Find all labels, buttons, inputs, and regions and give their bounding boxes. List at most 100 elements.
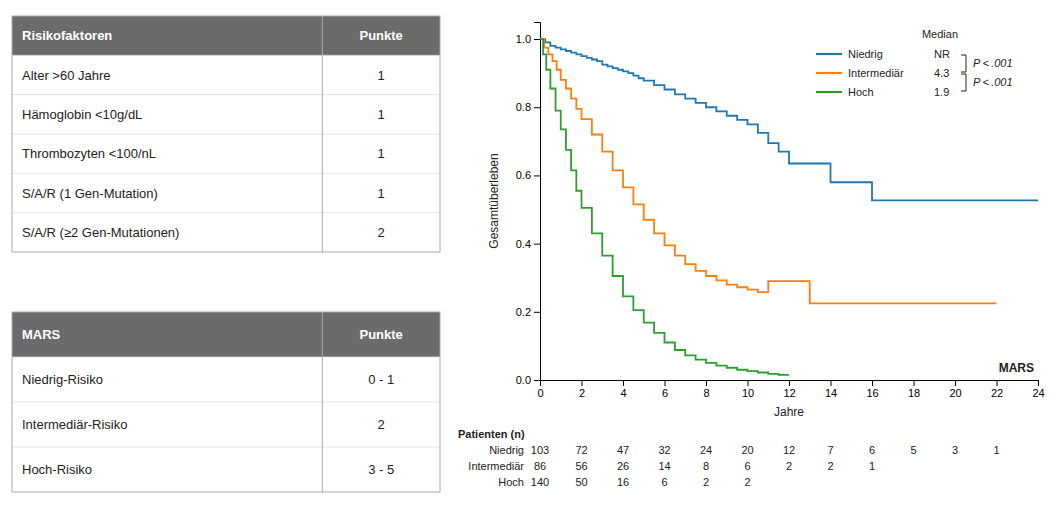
table-cell: Hoch-Risiko bbox=[22, 462, 92, 477]
risk-table-row-label: Niedrig bbox=[489, 444, 524, 456]
table-row-separator bbox=[12, 402, 440, 403]
risk-table-count: 2 bbox=[786, 460, 792, 472]
table-header: Punkte bbox=[359, 28, 402, 43]
table-row-separator bbox=[12, 94, 440, 95]
x-tick-mark bbox=[997, 380, 998, 386]
table-row-separator bbox=[12, 55, 440, 56]
risk-table-count: 6 bbox=[661, 476, 667, 488]
table-row-separator bbox=[12, 134, 440, 135]
legend-swatch bbox=[816, 91, 842, 93]
x-tick-mark bbox=[582, 380, 583, 386]
risk-table-count: 32 bbox=[658, 444, 670, 456]
series-group bbox=[540, 39, 1038, 375]
pvalue-bracket bbox=[961, 74, 966, 91]
x-tick-mark bbox=[1038, 380, 1039, 386]
table-header: MARS bbox=[22, 327, 61, 342]
y-axis-line bbox=[534, 23, 541, 381]
risk-table-count: 5 bbox=[910, 444, 916, 456]
risk-table-count: 26 bbox=[617, 460, 629, 472]
x-tick: 2 bbox=[579, 380, 585, 399]
y-tick-mark bbox=[534, 380, 540, 381]
x-tick: 24 bbox=[1032, 380, 1044, 399]
y-tick: 0.8 bbox=[516, 101, 540, 113]
table-cell: S/A/R (1 Gen-Mutation) bbox=[22, 186, 158, 201]
y-tick: 0.6 bbox=[516, 169, 540, 181]
risk-table-count: 1 bbox=[869, 460, 875, 472]
table-cell: S/A/R (≥2 Gen-Mutationen) bbox=[22, 225, 179, 240]
x-tick: 6 bbox=[662, 380, 668, 399]
legend-swatch bbox=[816, 53, 842, 55]
table-cell: 1 bbox=[378, 68, 385, 83]
x-tick: 10 bbox=[742, 380, 754, 399]
risk-table-count: 140 bbox=[531, 476, 549, 488]
table-cell: 1 bbox=[378, 146, 385, 161]
y-tick-mark bbox=[534, 39, 540, 40]
risk-table-count: 24 bbox=[700, 444, 712, 456]
table-cell: Intermediär-Risiko bbox=[22, 417, 127, 432]
legend-median: NR bbox=[934, 48, 950, 60]
x-tick-label: 18 bbox=[908, 387, 920, 399]
x-tick: 12 bbox=[783, 380, 795, 399]
risk-table-count: 72 bbox=[575, 444, 587, 456]
risk-table-count: 50 bbox=[575, 476, 587, 488]
x-tick-label: 0 bbox=[537, 387, 543, 399]
risk-table-count: 103 bbox=[531, 444, 549, 456]
x-axis: 024681012141618202224 bbox=[537, 380, 1044, 399]
legend-swatch bbox=[816, 72, 842, 74]
risk-table-count: 2 bbox=[703, 476, 709, 488]
table-cell: 3 - 5 bbox=[368, 462, 394, 477]
table-cell: 1 bbox=[378, 107, 385, 122]
x-tick: 16 bbox=[866, 380, 878, 399]
x-tick: 8 bbox=[703, 380, 709, 399]
table-cell: 2 bbox=[378, 225, 385, 240]
legend-label: Intermediär bbox=[848, 67, 904, 79]
table-cell: 0 - 1 bbox=[368, 372, 394, 387]
x-tick-mark bbox=[914, 380, 915, 386]
x-tick-mark bbox=[706, 380, 707, 386]
table-cell: Alter >60 Jahre bbox=[22, 68, 111, 83]
risk-table-count: 56 bbox=[575, 460, 587, 472]
y-axis: 0.00.20.40.60.81.0 bbox=[516, 23, 541, 387]
x-tick-mark bbox=[789, 380, 790, 386]
x-tick: 20 bbox=[949, 380, 961, 399]
x-tick-label: 12 bbox=[783, 387, 795, 399]
risk-table-row-label: Intermediär bbox=[468, 460, 524, 472]
x-tick-label: 6 bbox=[662, 387, 668, 399]
x-tick-mark bbox=[665, 380, 666, 386]
x-tick: 14 bbox=[825, 380, 837, 399]
risk-table-count: 3 bbox=[952, 444, 958, 456]
y-tick-label: 0.2 bbox=[516, 306, 531, 318]
x-tick-label: 20 bbox=[949, 387, 961, 399]
pvalue-bracket bbox=[961, 55, 966, 72]
risk-table-count: 2 bbox=[827, 460, 833, 472]
legend: MedianNiedrigNRIntermediär4.3Hoch1.9P < … bbox=[816, 28, 1013, 98]
legend-median: 4.3 bbox=[934, 67, 949, 79]
table-cell: 1 bbox=[378, 186, 385, 201]
x-tick-label: 2 bbox=[579, 387, 585, 399]
pvalue-label: P < .001 bbox=[973, 57, 1013, 69]
x-tick-mark bbox=[748, 380, 749, 386]
risk-table-count: 20 bbox=[741, 444, 753, 456]
survival-curve bbox=[540, 39, 997, 303]
legend-median: 1.9 bbox=[934, 86, 949, 98]
risk-table-count: 1 bbox=[993, 444, 999, 456]
x-tick: 0 bbox=[537, 380, 543, 399]
table: RisikofaktorenPunkteAlter >60 Jahre1Hämo… bbox=[12, 16, 440, 252]
y-tick: 0.4 bbox=[516, 238, 540, 250]
y-tick-label: 0.6 bbox=[516, 169, 531, 181]
x-tick-mark bbox=[623, 380, 624, 386]
risk-table-title: Patienten (n) bbox=[458, 428, 525, 440]
risk-table-count: 2 bbox=[744, 476, 750, 488]
y-tick: 0.2 bbox=[516, 306, 540, 318]
table-column-separator bbox=[322, 16, 323, 252]
x-tick-label: 8 bbox=[703, 387, 709, 399]
table-header-bg bbox=[12, 16, 440, 55]
plot: 0246810121416182022240.00.20.40.60.81.0J… bbox=[458, 23, 1045, 488]
x-tick: 22 bbox=[991, 380, 1003, 399]
table-cell: Niedrig-Risiko bbox=[22, 372, 103, 387]
table-border bbox=[12, 16, 440, 252]
table-cell: Thrombozyten <100/nL bbox=[22, 146, 156, 161]
risk-table-count: 14 bbox=[658, 460, 670, 472]
x-tick-mark bbox=[955, 380, 956, 386]
risk-table-count: 47 bbox=[617, 444, 629, 456]
